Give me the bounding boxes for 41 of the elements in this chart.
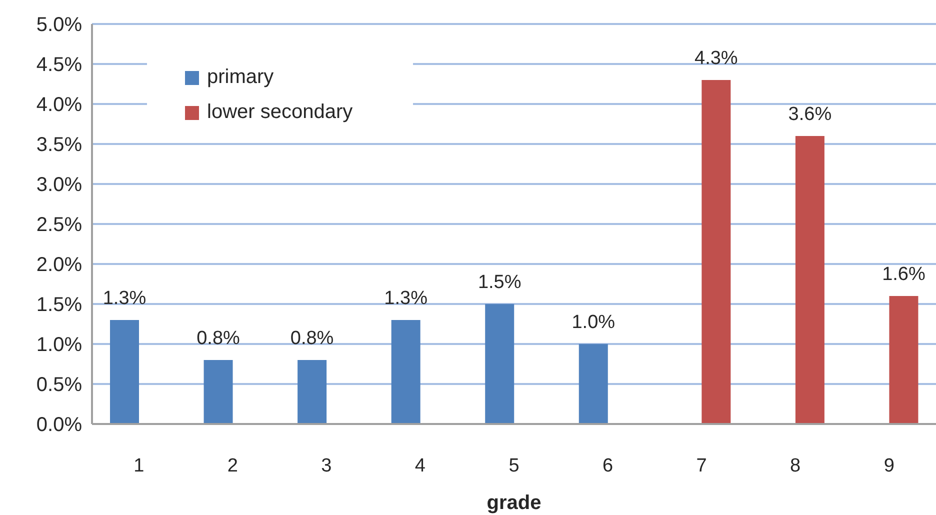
y-tick-label: 3.5%	[36, 134, 82, 156]
y-tick-label: 0.5%	[36, 374, 82, 396]
data-label: 1.6%	[882, 264, 926, 285]
legend-label: primary	[207, 66, 274, 89]
bar	[485, 304, 514, 424]
y-tick-label: 5.0%	[36, 14, 82, 36]
bar	[391, 320, 420, 424]
data-label: 1.0%	[572, 312, 616, 333]
data-label: 3.6%	[788, 104, 832, 125]
data-label: 1.3%	[102, 288, 146, 309]
data-label: 1.3%	[384, 288, 428, 309]
x-tick-label: 4	[414, 455, 426, 476]
x-tick-label: 7	[696, 455, 707, 476]
x-tick-label: 5	[508, 455, 520, 476]
y-tick-label: 2.0%	[36, 254, 82, 276]
bar	[795, 136, 824, 424]
data-label: 4.3%	[694, 48, 738, 69]
x-tick-label: 6	[602, 455, 614, 476]
x-tick-label: 8	[790, 455, 801, 476]
y-tick-label: 1.0%	[36, 334, 82, 356]
x-tick-label: 3	[321, 455, 332, 476]
y-tick-label: 0.0%	[36, 414, 82, 436]
legend-label: lower secondary	[207, 101, 353, 124]
data-label: 0.8%	[290, 328, 334, 349]
x-tick-label: 9	[884, 455, 894, 476]
x-tick-label: 1	[134, 455, 144, 476]
y-tick-label: 1.5%	[36, 294, 82, 316]
bar	[578, 344, 608, 424]
x-axis-title: grade	[486, 492, 542, 514]
data-label: 1.5%	[478, 272, 522, 293]
data-label: 0.8%	[196, 328, 240, 349]
bar	[110, 320, 139, 424]
y-tick-label: 3.0%	[36, 174, 82, 196]
bar	[702, 80, 731, 424]
y-tick-label: 4.5%	[36, 54, 82, 76]
x-tick-label: 2	[227, 455, 238, 476]
y-tick-label: 4.0%	[36, 94, 82, 116]
y-tick-label: 2.5%	[36, 214, 82, 236]
bar	[889, 296, 918, 424]
bar	[204, 360, 233, 424]
bar	[298, 360, 327, 424]
